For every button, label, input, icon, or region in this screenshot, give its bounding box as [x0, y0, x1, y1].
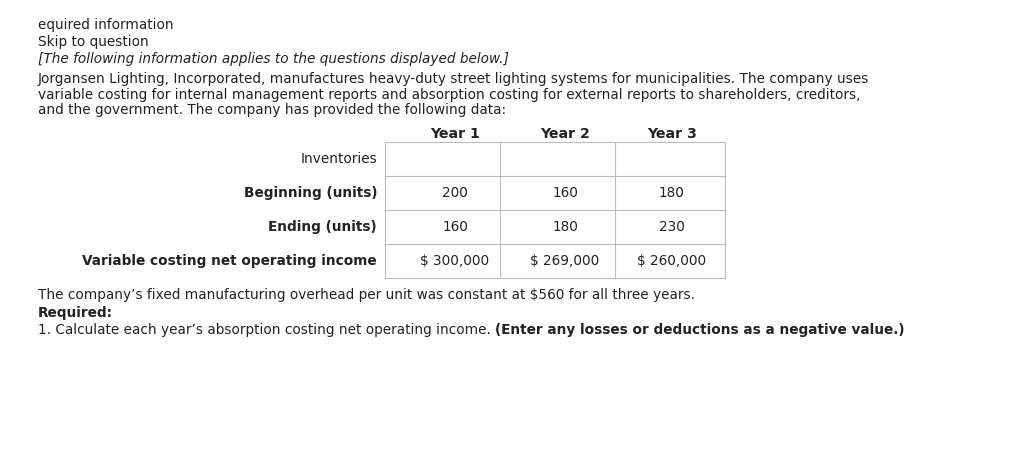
Text: Required:: Required: [38, 306, 113, 320]
Text: Year 2: Year 2 [540, 126, 590, 140]
Text: Jorgansen Lighting, Incorporated, manufactures heavy-duty street lighting system: Jorgansen Lighting, Incorporated, manufa… [38, 72, 869, 86]
Text: Beginning (units): Beginning (units) [244, 186, 377, 200]
Text: $ 300,000: $ 300,000 [420, 254, 490, 268]
Text: Inventories: Inventories [301, 152, 377, 166]
Text: Year 3: Year 3 [647, 126, 697, 140]
Text: (Enter any losses or deductions as a negative value.): (Enter any losses or deductions as a neg… [495, 323, 905, 337]
Text: 180: 180 [552, 220, 577, 234]
Text: Variable costing net operating income: Variable costing net operating income [83, 254, 377, 268]
Text: 1. Calculate each year’s absorption costing net operating income.: 1. Calculate each year’s absorption cost… [38, 323, 495, 337]
Text: 160: 160 [552, 186, 577, 200]
Text: Year 1: Year 1 [430, 126, 480, 140]
Text: [The following information applies to the questions displayed below.]: [The following information applies to th… [38, 52, 509, 66]
Text: 200: 200 [442, 186, 468, 200]
Text: variable costing for internal management reports and absorption costing for exte: variable costing for internal management… [38, 87, 860, 101]
Text: and the government. The company has provided the following data:: and the government. The company has prov… [38, 103, 506, 117]
Text: The company’s fixed manufacturing overhead per unit was constant at $560 for all: The company’s fixed manufacturing overhe… [38, 288, 695, 302]
Text: equired information: equired information [38, 18, 174, 32]
Text: $ 269,000: $ 269,000 [530, 254, 599, 268]
Text: $ 260,000: $ 260,000 [637, 254, 707, 268]
Text: 180: 180 [659, 186, 685, 200]
Text: Ending (units): Ending (units) [269, 220, 377, 234]
Text: 160: 160 [442, 220, 468, 234]
Text: 230: 230 [659, 220, 685, 234]
Text: Skip to question: Skip to question [38, 35, 149, 49]
